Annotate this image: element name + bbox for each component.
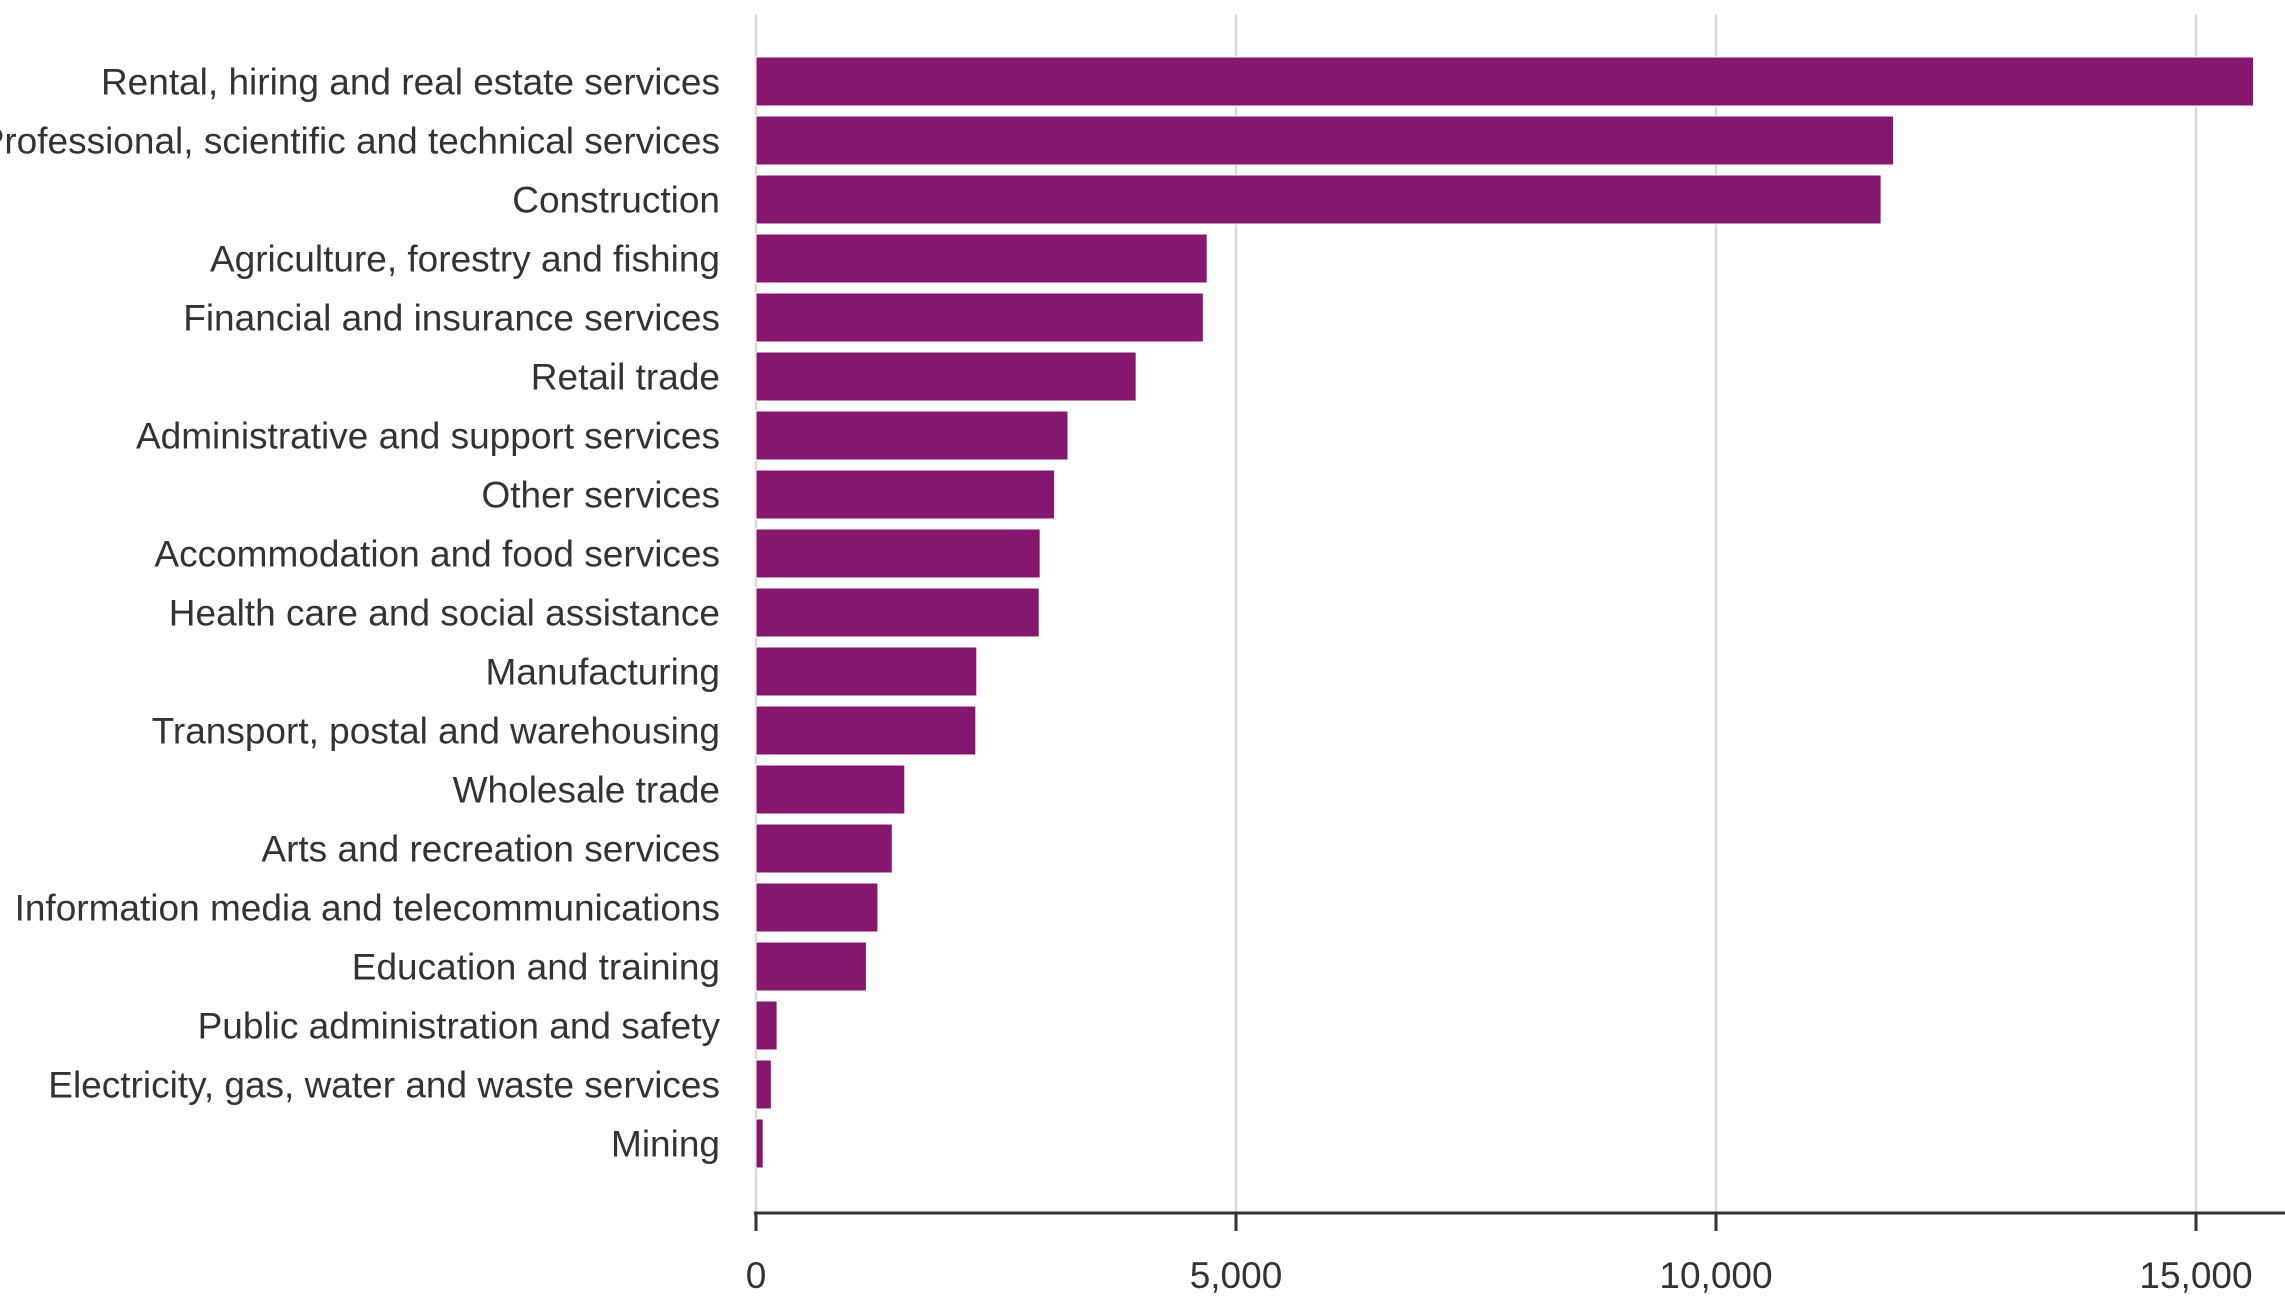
bar <box>755 646 978 697</box>
bar <box>755 56 2255 107</box>
category-label: Public administration and safety <box>198 1006 721 1047</box>
category-label: Professional, scientific and technical s… <box>0 121 720 162</box>
x-tick-label: 15,000 <box>2139 1255 2252 1296</box>
x-tick-label: 10,000 <box>1659 1255 1772 1296</box>
bar <box>755 292 1204 343</box>
bar <box>755 882 879 933</box>
category-label: Other services <box>481 475 720 516</box>
category-label: Manufacturing <box>486 652 720 693</box>
bar <box>755 351 1137 402</box>
category-label: Health care and social assistance <box>169 593 720 634</box>
x-axis: 0 5,000 10,000 15,000 <box>746 1211 2285 1296</box>
category-label: Agriculture, forestry and fishing <box>210 239 720 280</box>
category-label: Education and training <box>352 947 720 988</box>
bar <box>755 823 893 874</box>
category-label: Accommodation and food services <box>154 534 720 575</box>
category-label: Financial and insurance services <box>183 298 720 339</box>
category-label: Administrative and support services <box>136 416 720 457</box>
category-label: Mining <box>611 1124 720 1165</box>
category-label: Wholesale trade <box>453 770 720 811</box>
bar <box>755 1059 772 1110</box>
x-tick-label: 5,000 <box>1190 1255 1283 1296</box>
bar <box>755 587 1040 638</box>
category-labels: Rental, hiring and real estate services P… <box>0 62 720 1165</box>
category-label: Information media and telecommunications <box>15 888 720 929</box>
category-label: Construction <box>512 180 720 221</box>
bars <box>755 56 2255 1169</box>
bar <box>755 115 1895 166</box>
category-label: Transport, postal and warehousing <box>152 711 720 752</box>
bar <box>755 233 1208 284</box>
category-label: Arts and recreation services <box>261 829 720 870</box>
bar <box>755 764 906 815</box>
category-label: Rental, hiring and real estate services <box>101 62 720 103</box>
category-label: Electricity, gas, water and waste servic… <box>48 1065 720 1106</box>
bar <box>755 410 1069 461</box>
category-label: Retail trade <box>531 357 720 398</box>
x-tick-label: 0 <box>746 1255 767 1296</box>
bar <box>755 1000 778 1051</box>
bar <box>755 174 1882 225</box>
bar <box>755 1118 764 1169</box>
bar <box>755 705 977 756</box>
bar <box>755 469 1056 520</box>
bar <box>755 941 867 992</box>
bar <box>755 528 1041 579</box>
